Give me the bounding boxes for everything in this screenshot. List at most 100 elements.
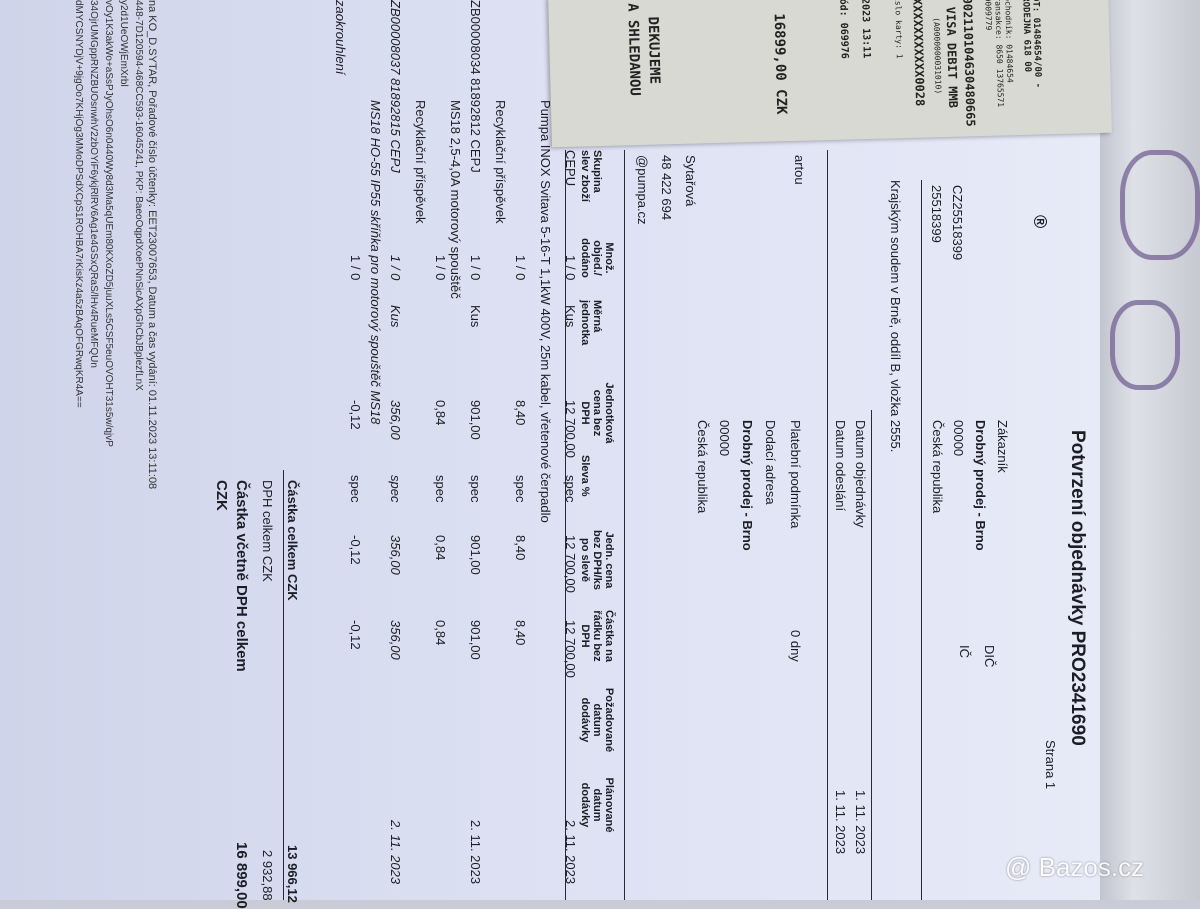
cell-unit: Kus xyxy=(563,305,578,328)
marker-drawing xyxy=(1120,150,1200,260)
cell-price: 356,00 xyxy=(388,400,403,440)
cell-amount: 901,00 xyxy=(468,620,483,660)
vat-label: DPH celkem CZK xyxy=(260,480,275,582)
subtotal-value: 13 966,12 xyxy=(285,845,300,903)
payment-terms-label: Platební podmínka xyxy=(788,420,803,529)
card-payment-receipt: PDT: 01484654/00 - PRODEJNA 618 00 Obcho… xyxy=(548,0,1112,148)
marker-drawing xyxy=(1110,300,1180,390)
cell-group: ZB00008037 81892815 CEPJ xyxy=(388,0,403,173)
vat-value: 2 932,88 xyxy=(260,850,275,901)
cell-unit: Kus xyxy=(388,305,403,328)
cell-amount: 12 700,00 xyxy=(563,620,578,678)
payment-fragment: artou xyxy=(792,155,807,185)
cell-discount: spec xyxy=(433,475,448,503)
header-net-price: Jedn. cena bez DPH/ks po slevě xyxy=(579,530,615,590)
receipt-thanks: DEKUJEME xyxy=(644,16,663,85)
cell-amount: -0,12 xyxy=(348,620,363,650)
divider xyxy=(871,410,872,900)
cell-planned: 2. 11. 2023 xyxy=(388,820,403,885)
cell-amount: 0,84 xyxy=(433,620,448,646)
cell-price: 901,00 xyxy=(468,400,483,440)
document-title: Potvrzení objednávky PRO2341690 xyxy=(1067,430,1088,746)
receipt-aid: (A0000000031010) xyxy=(931,17,943,95)
header-discount: Sleva % xyxy=(579,455,591,497)
eet-code: 448-7D120594-468CC593-16045241, PKP: Bae… xyxy=(133,0,144,391)
receipt-goodbye: A SHLEDANOU xyxy=(624,2,643,97)
line-description: MS18 2,5-4,0A motorový spouštěč xyxy=(448,100,463,299)
line-description: Recyklační příspěvek xyxy=(493,100,508,224)
ic-label: IČ xyxy=(957,645,972,658)
eet-code: 34OjrUMGppRNZBUOsnwhV2zbOYiF6ykjRlRV6Ag1… xyxy=(88,0,99,368)
header-planned-date: Plánované datum dodávky xyxy=(579,777,615,833)
page-number: Strana 1 xyxy=(1043,740,1058,790)
customer-label: Zákazník xyxy=(995,420,1010,473)
cell-net: 356,00 xyxy=(388,535,403,575)
cell-unit: Kus xyxy=(468,305,483,328)
divider xyxy=(921,180,922,900)
line-description: zaokrouhlení xyxy=(333,0,348,75)
header-unit: Měrná jednotka xyxy=(579,300,603,346)
receipt-card-number: XXXXXXXXXXXX0028 xyxy=(910,0,928,107)
contact-phone: 48 422 694 xyxy=(659,155,674,221)
supplier-dic: CZ25518399 xyxy=(950,185,965,261)
receipt-card-seq: číslo karty: 1 xyxy=(893,0,904,59)
line-description: Recyklační příspěvek xyxy=(413,100,428,224)
divider xyxy=(827,150,828,900)
eet-code: dMYCSNYDjV+9jgOo7KHjOg3MMoDPSdXCpS1ROHBA… xyxy=(73,0,84,408)
customer-country: Česká republika xyxy=(930,420,945,514)
delivery-country: Česká republika xyxy=(695,420,710,514)
receipt-code: Kód: 069976 xyxy=(837,0,850,60)
delivery-name: Drobný prodej - Brno xyxy=(740,420,755,551)
customer-zip: 00000 xyxy=(951,420,966,457)
receipt-amount: 16899,00 CZK xyxy=(770,13,790,115)
company-logo: ® xyxy=(1030,215,1050,229)
cell-qty: 1 / 0 xyxy=(348,255,363,281)
total-value: 16 899,00 xyxy=(233,842,250,909)
cell-qty: 1 / 0 xyxy=(563,255,578,281)
cell-price: -0,12 xyxy=(348,400,363,430)
cell-planned: 2. 11. 2023 xyxy=(468,820,483,885)
cell-net: 12 700,00 xyxy=(563,535,578,593)
cell-group: ZB00008034 81892812 CEPJ xyxy=(468,0,483,173)
total-currency: CZK xyxy=(213,480,230,511)
cell-qty: 1 / 0 xyxy=(433,255,448,281)
order-date-label: Datum objednávky xyxy=(853,420,868,528)
cell-qty: 1 / 0 xyxy=(513,255,528,281)
header-qty: Množ. objed./ dodáno xyxy=(579,238,615,278)
cell-net: 901,00 xyxy=(468,535,483,575)
line-description: MS18 HO-55 IP55 skříňka pro motorový spo… xyxy=(368,100,383,425)
eet-line: na KO_D.SYTAR, Pořadové číslo účtenky: E… xyxy=(146,0,158,490)
supplier-ic: 25518399 xyxy=(929,185,944,243)
cell-net: 8,40 xyxy=(513,535,528,561)
cell-group: CEPU xyxy=(563,150,578,187)
cell-amount: 8,40 xyxy=(513,620,528,646)
ship-date-label: Datum odeslání xyxy=(833,420,848,512)
divider xyxy=(283,470,284,900)
company-register: Krajským soudem v Brně, oddíl B, vložka … xyxy=(888,180,903,453)
cell-planned: 2. 11. 2023 xyxy=(563,820,578,885)
cell-discount: spec xyxy=(563,475,578,503)
contact-email: @pumpa.cz xyxy=(635,155,650,225)
subtotal-label: Částka celkem CZK xyxy=(285,480,300,601)
cell-amount: 356,00 xyxy=(388,620,403,660)
cell-price: 12 700,00 xyxy=(563,400,578,458)
total-label: Částka včetně DPH celkem xyxy=(233,480,250,672)
payment-terms: 0 dny xyxy=(788,630,803,662)
ship-date: 1. 11. 2023 xyxy=(833,790,848,855)
customer-name: Drobný prodej - Brno xyxy=(973,420,988,551)
header-group: Skupina slev zboží xyxy=(579,150,603,202)
receipt-transaction-id: 2002110104630480665 xyxy=(960,0,978,127)
divider xyxy=(624,150,625,900)
line-description: Pumpa INOX Svitava 5-16-T 1,1kW 400V, 25… xyxy=(538,100,553,523)
header-requested-date: Požadované datum dodávky xyxy=(579,687,615,753)
cell-discount: spec xyxy=(348,475,363,503)
receipt-datetime: /2023 13:11 xyxy=(859,0,872,59)
bazos-watermark: @ Bazos.cz xyxy=(1005,852,1145,882)
cell-net: 0,84 xyxy=(433,535,448,561)
cell-qty: 1 / 0 xyxy=(388,255,403,281)
cell-net: -0,12 xyxy=(348,535,363,565)
header-unit-price: Jednotková cena bez DPH xyxy=(579,382,615,444)
header-line-amount: Částka na řádku bez DPH xyxy=(579,610,615,662)
cell-discount: spec xyxy=(513,475,528,503)
